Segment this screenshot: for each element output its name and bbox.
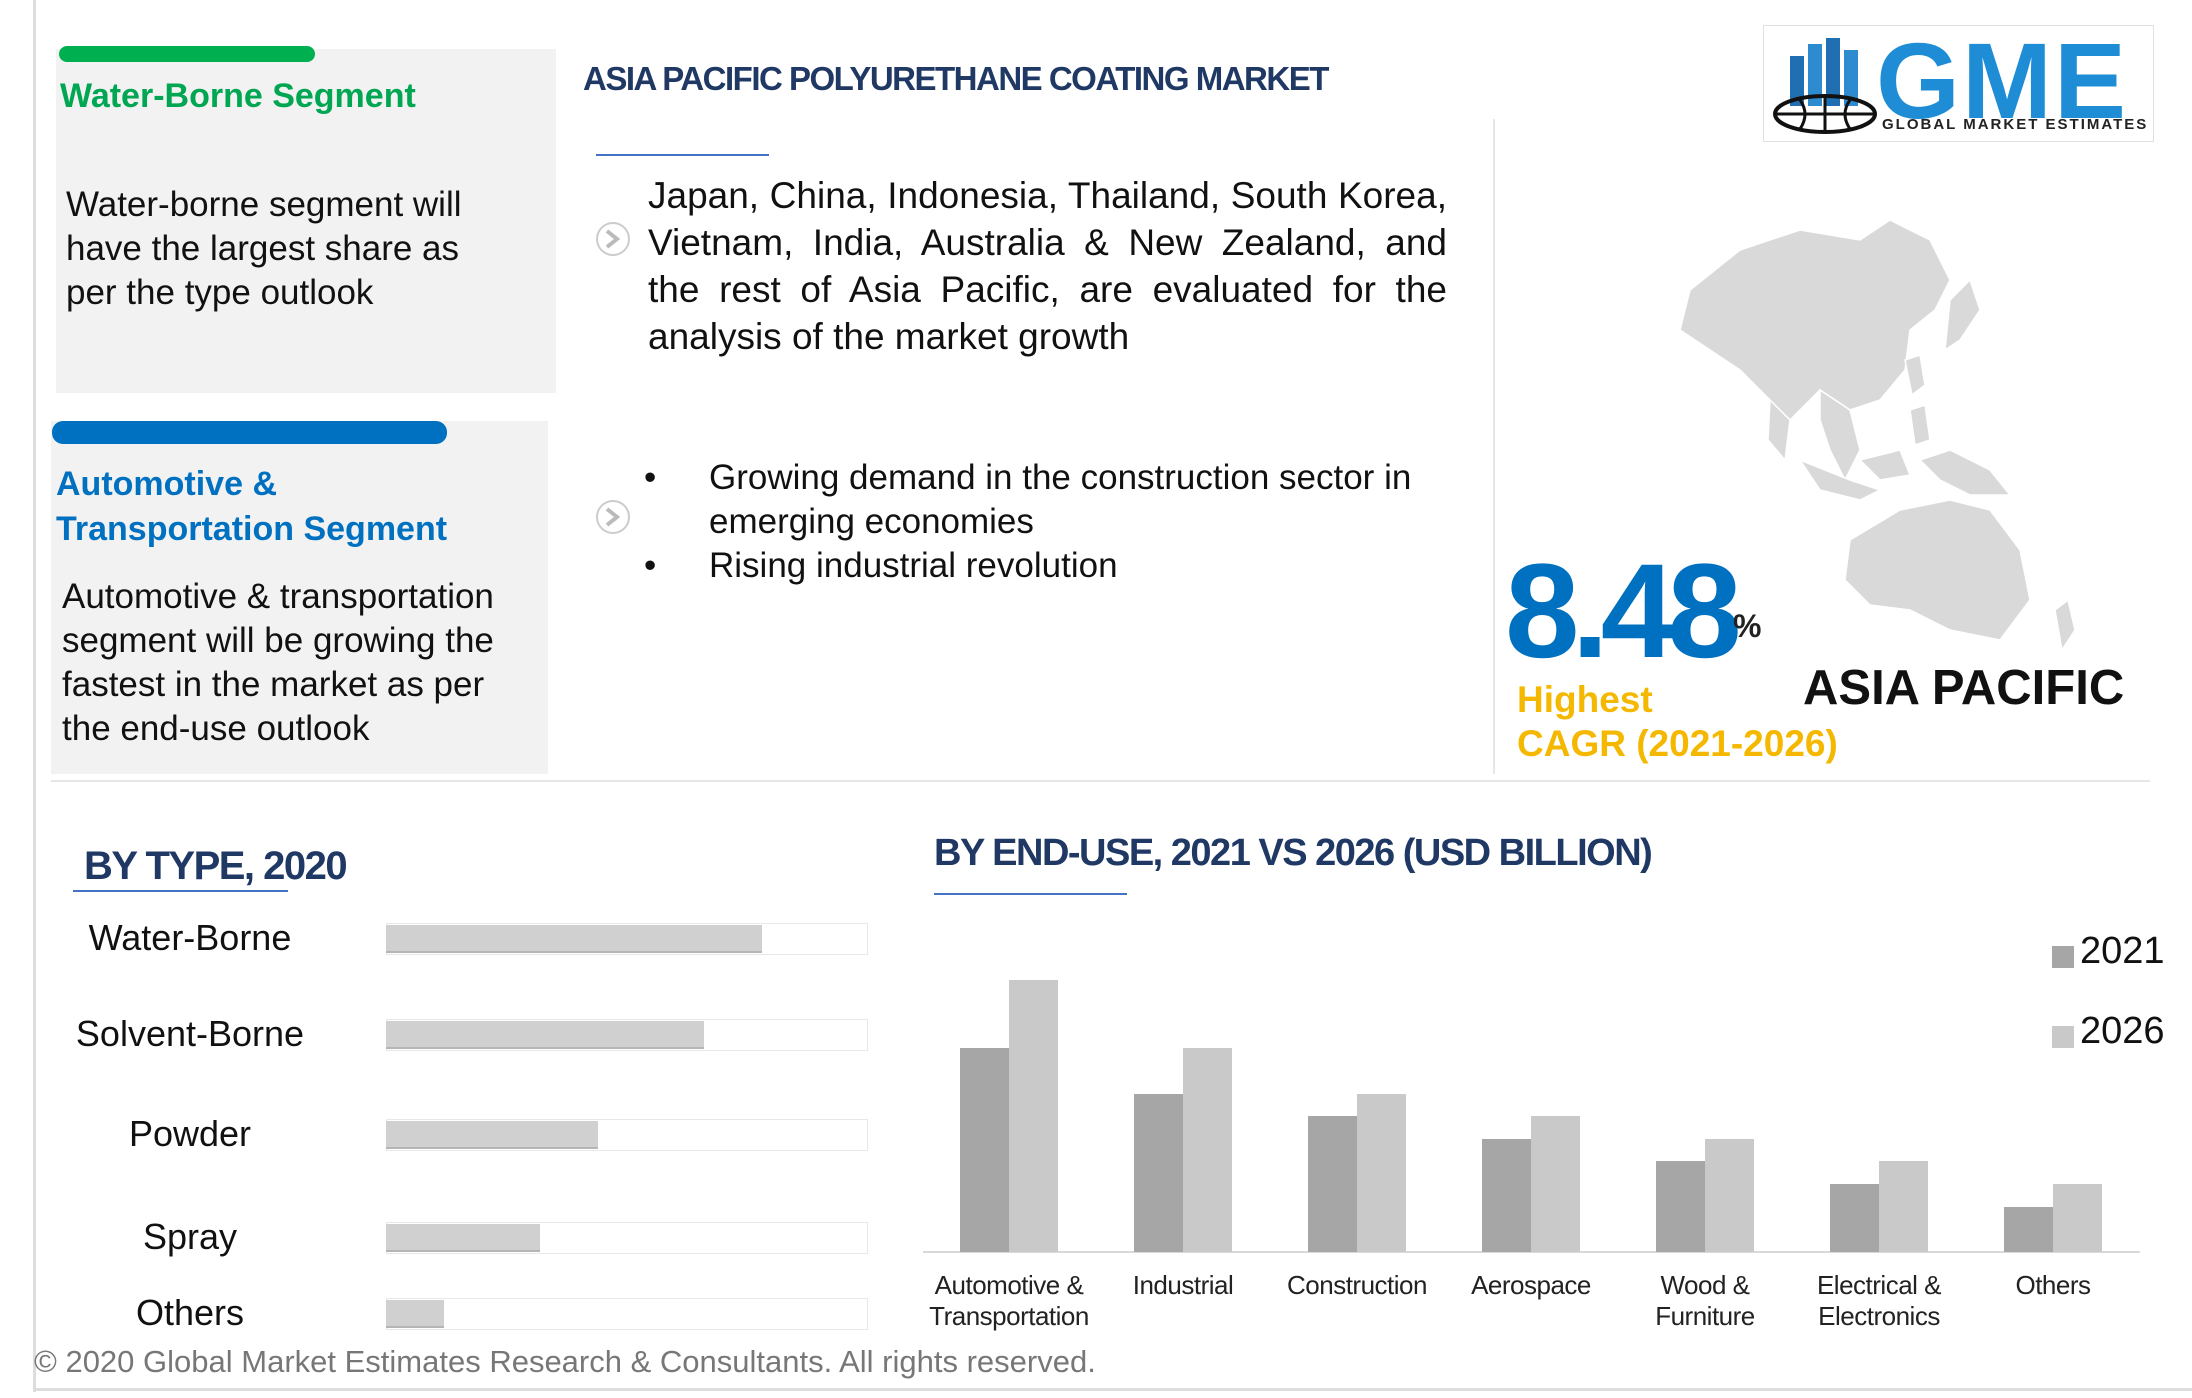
logo-tagline: GLOBAL MARKET ESTIMATES bbox=[1882, 116, 2149, 133]
panel-box bbox=[51, 421, 548, 774]
bar bbox=[386, 1021, 705, 1049]
bar bbox=[1531, 1116, 1580, 1252]
x-axis bbox=[923, 1251, 2140, 1253]
panel-accent bbox=[52, 421, 447, 444]
cagr-unit: % bbox=[1733, 608, 1762, 644]
panel-accent bbox=[59, 46, 315, 62]
panel-box bbox=[56, 49, 556, 393]
title-underline bbox=[596, 154, 769, 156]
panel-title: Automotive & Transportation Segment bbox=[56, 465, 448, 548]
panel-text: Automotive & transportation segment will… bbox=[62, 577, 494, 748]
frame-left bbox=[33, 0, 36, 1392]
bar bbox=[386, 925, 762, 953]
bullet-item: • Rising industrial revolution bbox=[640, 544, 1440, 588]
chart-title: BY END-USE, 2021 VS 2026 (USD BILLION) bbox=[934, 832, 1653, 874]
bullet-list: • Growing demand in the construction sect… bbox=[640, 456, 1440, 588]
bullet-item: • Growing demand in the construction sect… bbox=[640, 456, 1440, 544]
bar bbox=[1357, 1093, 1406, 1252]
frame-bottom bbox=[33, 1388, 2192, 1391]
panel-title: Water-Borne Segment bbox=[60, 77, 416, 115]
x-tick-label: Construction bbox=[1287, 1270, 1427, 1300]
cagr-value: 8.48 bbox=[1505, 537, 1742, 686]
legend-label: 2026 bbox=[2080, 1010, 2165, 1052]
x-tick-label: Wood & Furniture bbox=[1655, 1270, 1755, 1331]
footer: © 2020 Global Market Estimates Research … bbox=[34, 1344, 1096, 1379]
category-label: Solvent-Borne bbox=[75, 1013, 305, 1054]
bar bbox=[1009, 980, 1058, 1252]
category-label: Water-Borne bbox=[88, 917, 292, 958]
bar bbox=[2053, 1184, 2102, 1252]
divider bbox=[1493, 119, 1495, 774]
bar bbox=[1134, 1093, 1183, 1252]
map bbox=[1679, 219, 2076, 653]
title-underline bbox=[934, 893, 1127, 895]
bar bbox=[1879, 1161, 1928, 1252]
bar bbox=[386, 1121, 599, 1149]
bar bbox=[960, 1048, 1009, 1252]
main-title: ASIA PACIFIC POLYURETHANE COATING MARKET bbox=[583, 60, 1329, 97]
category-label: Powder bbox=[128, 1113, 252, 1154]
bar bbox=[386, 1224, 541, 1252]
bar bbox=[1183, 1048, 1232, 1252]
bar bbox=[1656, 1161, 1705, 1252]
bar bbox=[1482, 1138, 1531, 1252]
x-tick-label: Industrial bbox=[1132, 1270, 1234, 1300]
x-tick-label: Automotive & Transportation bbox=[929, 1270, 1089, 1331]
chart-title: BY TYPE, 2020 bbox=[84, 844, 348, 888]
region: ASIA PACIFIC bbox=[1803, 661, 2125, 715]
panel-text: Water-borne segment will have the larges… bbox=[66, 185, 462, 312]
bullet-text: Growing demand in the construction secto… bbox=[709, 458, 1412, 541]
bar bbox=[1308, 1116, 1357, 1252]
x-tick-label: Others bbox=[2015, 1270, 2091, 1300]
bar bbox=[1830, 1184, 1879, 1252]
logo-text: GME bbox=[1876, 20, 2129, 141]
category-label: Others bbox=[135, 1292, 245, 1333]
bar bbox=[386, 1300, 444, 1328]
bar bbox=[2004, 1206, 2053, 1252]
description: Japan, China, Indonesia, Thailand, South… bbox=[648, 175, 1447, 357]
legend-swatch bbox=[2052, 1026, 2074, 1048]
divider bbox=[51, 780, 2150, 782]
bar-track bbox=[386, 1298, 868, 1330]
title-underline bbox=[73, 890, 288, 892]
bullet-text: Rising industrial revolution bbox=[709, 546, 1118, 585]
legend-label: 2021 bbox=[2080, 930, 2165, 972]
logo-icon bbox=[1773, 38, 1877, 134]
arrow-icons bbox=[596, 222, 630, 534]
x-tick-label: Aerospace bbox=[1471, 1270, 1591, 1300]
x-tick-label: Electrical & Electronics bbox=[1816, 1270, 1942, 1331]
cagr-label: Highest CAGR (2021-2026) bbox=[1517, 679, 1838, 764]
bar bbox=[1705, 1138, 1754, 1252]
legend-swatch bbox=[2052, 946, 2074, 968]
logo: GME GLOBAL MARKET ESTIMATES bbox=[1763, 20, 2154, 142]
category-label: Spray bbox=[142, 1216, 238, 1257]
